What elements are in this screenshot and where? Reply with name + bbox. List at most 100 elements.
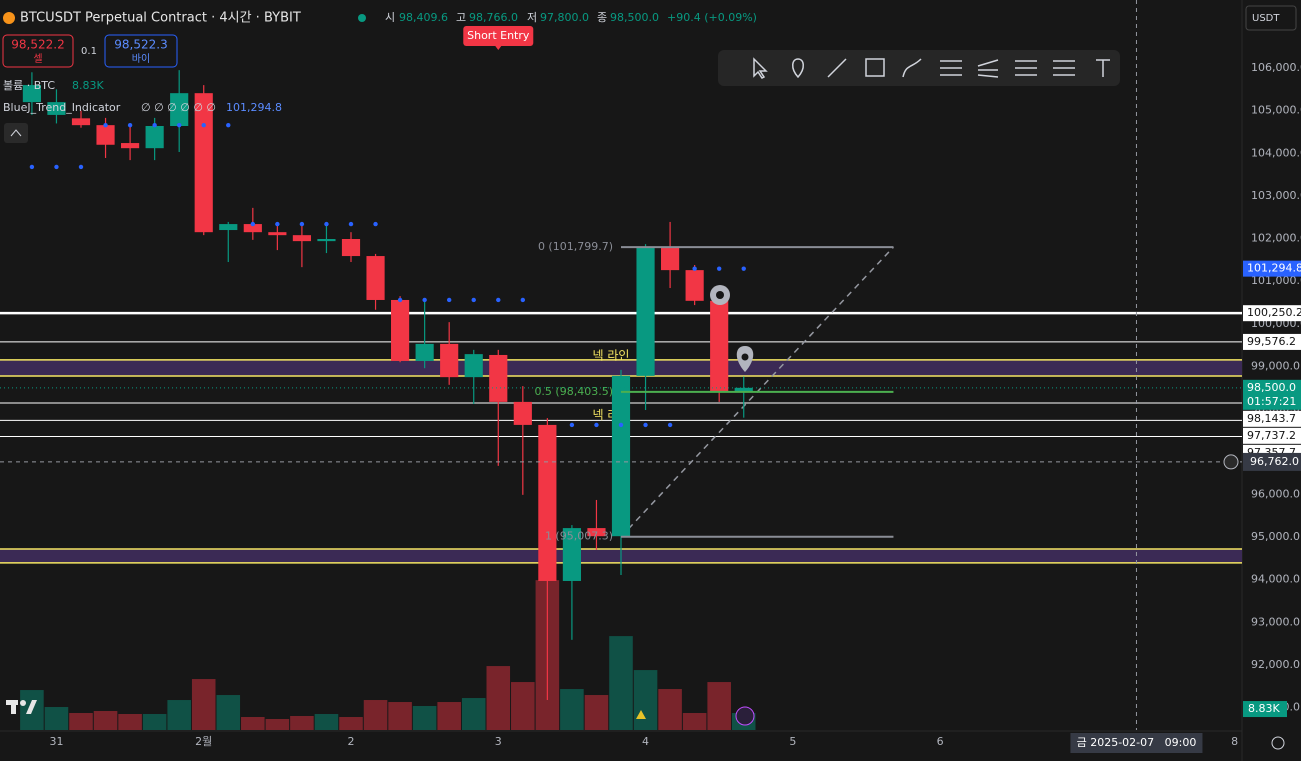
currency-button[interactable] <box>1245 5 1297 31</box>
candle-body <box>734 387 753 392</box>
candle-body <box>464 354 483 378</box>
candle-body <box>661 247 680 271</box>
buy-button[interactable] <box>104 34 178 68</box>
candle-body <box>145 126 164 149</box>
candles-layer: 넥 라인넥 라인0 (101,799.7)0.5 (98,403.5)1 (95… <box>0 70 1242 730</box>
fib-tool[interactable] <box>940 60 962 76</box>
price-label: 98,500.0 <box>1247 381 1296 394</box>
volume-bar <box>363 700 388 730</box>
close-value: 98,500.0 <box>610 11 659 24</box>
volume-bar <box>167 700 191 730</box>
volume-bar <box>437 702 461 730</box>
alert-pin <box>710 285 730 305</box>
candle-body <box>341 238 361 257</box>
indicator-dot <box>422 297 427 303</box>
volume-bar <box>707 682 731 730</box>
x-tick-label: 5 <box>789 735 796 748</box>
volume-bar <box>486 666 511 730</box>
candle-body <box>317 238 336 242</box>
sell-price: 98,522.2 <box>11 38 64 52</box>
indicator-dot <box>54 164 59 170</box>
crosshair-x-label: 금 2025-02-07 09:00 <box>1077 736 1197 749</box>
x-tick-label: 6 <box>937 735 944 748</box>
sell-button[interactable] <box>2 34 74 68</box>
candle-body <box>366 256 385 300</box>
candle-body <box>194 93 213 233</box>
indicator-dot <box>78 164 84 170</box>
candle-body <box>440 343 459 378</box>
x-tick-label: 4 <box>642 735 649 748</box>
indicator-params: ∅ ∅ ∅ ∅ ∅ ∅ <box>141 101 216 114</box>
fan-tool[interactable] <box>977 59 999 78</box>
high-key: 고 <box>456 11 466 24</box>
volume-bar <box>388 702 412 730</box>
fib-label: 1 (95,007.3) <box>545 530 613 543</box>
indicator-legend: BlueJ_Trend_Indicator <box>3 101 121 114</box>
volume-bar <box>265 719 290 730</box>
volume-bar <box>314 714 339 730</box>
path-tool[interactable] <box>902 58 922 78</box>
volume-bar <box>69 713 93 730</box>
currency: USDT <box>1252 13 1280 24</box>
high-value: 98,766.0 <box>469 11 518 24</box>
candle-body <box>489 354 508 402</box>
price-label: 98,143.7 <box>1247 412 1296 425</box>
candle-body <box>562 528 581 581</box>
volume-bar <box>511 682 535 730</box>
candle-body <box>170 93 189 127</box>
indicator-dot <box>667 422 673 428</box>
rect-tool[interactable] <box>865 58 885 77</box>
price-label: 99,576.2 <box>1247 335 1296 348</box>
candle-body <box>611 375 631 537</box>
indicator-dot <box>103 122 108 128</box>
alert-pin <box>736 346 754 372</box>
candle-body <box>96 125 115 145</box>
text-tool[interactable] <box>1096 59 1110 77</box>
collapse-button[interactable] <box>4 123 28 143</box>
indicator-dot <box>692 266 697 271</box>
indicator-dot <box>226 122 231 128</box>
volume-bar <box>609 636 633 730</box>
price-label: 97,737.2 <box>1247 429 1296 442</box>
indicator-dot <box>348 221 354 227</box>
indicator-dot <box>618 422 624 428</box>
settings-button[interactable] <box>1271 736 1285 750</box>
indicator-dot <box>741 266 746 271</box>
pattern-tool[interactable] <box>1053 60 1075 76</box>
x-tick-label: 2월 <box>195 735 212 748</box>
y-tick-label: 104,000.0 <box>1251 146 1301 159</box>
y-tick-label: 105,000.0 <box>1251 104 1301 117</box>
candle-body <box>391 299 410 361</box>
annotation: 넥 라인 <box>593 348 630 362</box>
indicator-dot <box>201 122 206 128</box>
indicator-dot <box>496 297 501 303</box>
low-value: 97,800.0 <box>540 11 589 24</box>
channel-tool[interactable] <box>1015 60 1037 76</box>
indicator-dot <box>176 122 182 128</box>
indicator-dot <box>397 297 403 303</box>
cursor-tool[interactable] <box>753 57 768 79</box>
volume-bar <box>461 698 486 730</box>
price-label-box <box>1243 410 1301 427</box>
volume-label: 8.83K <box>1248 702 1280 715</box>
pin-tool[interactable] <box>792 58 804 79</box>
coin-icon <box>3 12 15 24</box>
indicator-dot <box>471 297 476 303</box>
candle-body <box>292 235 311 242</box>
volume-legend: 볼륨 · BTC <box>3 79 55 92</box>
tradingview-logo <box>6 700 37 714</box>
price-label: 100,250.2 <box>1247 306 1301 319</box>
y-tick-label: 101,000.0 <box>1251 274 1301 287</box>
collapse-icon <box>10 129 22 137</box>
indicator-dot <box>152 122 157 128</box>
candle-body <box>243 224 262 233</box>
change-value: +90.4 (+0.09%) <box>667 11 757 24</box>
line-tool[interactable] <box>827 58 847 78</box>
open-value: 98,409.6 <box>399 11 448 24</box>
volume-bar <box>682 713 707 730</box>
volume-bar <box>191 679 216 730</box>
close-key: 종 <box>597 11 607 24</box>
y-tick-label: 102,000.0 <box>1251 232 1301 245</box>
